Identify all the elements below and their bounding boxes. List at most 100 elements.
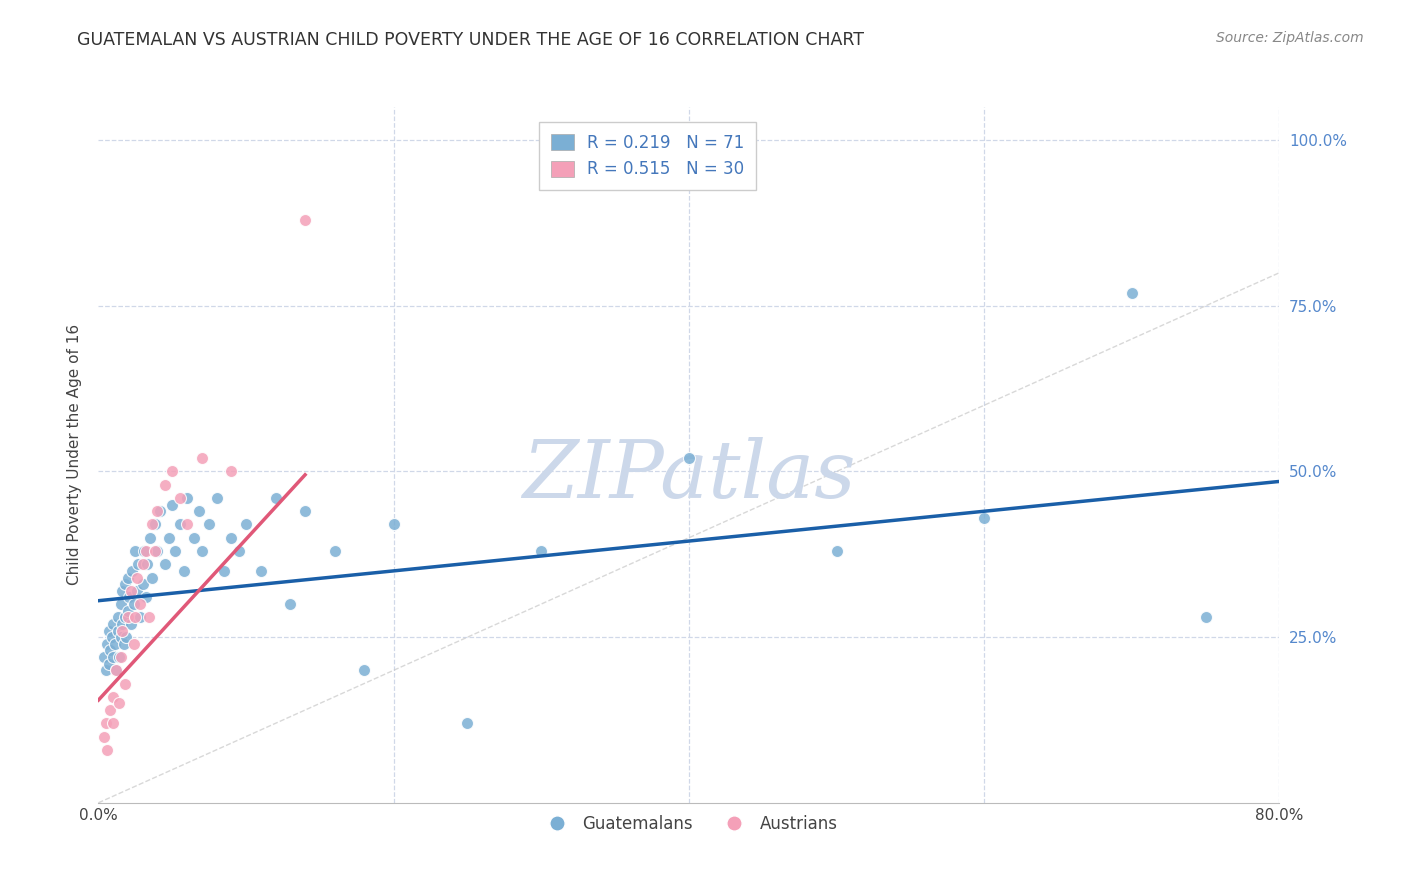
Point (97, 657, 120, 671)
Point (183, 531, 205, 545)
Point (103, 616, 125, 631)
Point (162, 498, 183, 512)
Point (353, 663, 375, 677)
Point (110, 630, 132, 644)
Point (104, 637, 127, 651)
Point (973, 511, 995, 525)
Point (115, 630, 138, 644)
Point (127, 558, 149, 572)
Point (128, 610, 150, 624)
Text: ZIPatlas: ZIPatlas (522, 437, 856, 515)
Point (94, 663, 117, 677)
Point (125, 583, 148, 598)
Point (93, 650, 115, 665)
Point (96, 637, 118, 651)
Point (122, 637, 145, 651)
Point (107, 624, 129, 638)
Point (105, 663, 128, 677)
Point (530, 544, 553, 558)
Point (162, 465, 183, 479)
Point (153, 558, 176, 572)
Point (121, 564, 143, 578)
Point (678, 451, 700, 466)
Point (143, 544, 166, 558)
Point (120, 583, 142, 598)
Point (294, 212, 316, 227)
Point (97, 624, 120, 638)
Point (135, 591, 157, 605)
Point (157, 531, 180, 545)
Point (212, 564, 235, 578)
Point (173, 564, 195, 578)
Point (191, 544, 214, 558)
Point (132, 577, 155, 591)
Point (149, 504, 172, 518)
Point (128, 597, 150, 611)
Point (114, 577, 136, 591)
Point (221, 465, 243, 479)
Point (100, 630, 122, 644)
Point (146, 504, 169, 518)
Point (221, 531, 243, 545)
Point (110, 597, 132, 611)
Point (169, 491, 191, 505)
Text: Source: ZipAtlas.com: Source: ZipAtlas.com (1216, 31, 1364, 45)
Point (108, 697, 131, 711)
Point (117, 604, 139, 618)
Point (103, 716, 125, 731)
Point (124, 610, 146, 624)
Point (176, 491, 198, 505)
Point (122, 597, 145, 611)
Point (141, 570, 163, 584)
Point (139, 531, 162, 545)
Point (103, 650, 125, 665)
Point (176, 517, 198, 532)
Point (117, 610, 139, 624)
Point (135, 544, 157, 558)
Point (105, 663, 128, 677)
Point (235, 517, 257, 532)
Point (382, 517, 405, 532)
Legend: Guatemalans, Austrians: Guatemalans, Austrians (534, 808, 844, 839)
Point (108, 650, 131, 665)
Point (205, 491, 228, 505)
Point (98, 643, 121, 657)
Point (124, 544, 146, 558)
Point (94, 716, 117, 731)
Point (93, 730, 115, 744)
Point (96, 743, 118, 757)
Point (136, 558, 159, 572)
Point (1121, 285, 1143, 300)
Point (457, 716, 479, 731)
Y-axis label: Child Poverty Under the Age of 16: Child Poverty Under the Age of 16 (67, 325, 83, 585)
Point (280, 597, 302, 611)
Point (264, 491, 287, 505)
Point (323, 544, 346, 558)
Point (153, 477, 176, 491)
Point (125, 570, 148, 584)
Point (114, 610, 136, 624)
Point (111, 583, 134, 598)
Point (120, 616, 142, 631)
Point (112, 637, 135, 651)
Point (165, 544, 187, 558)
Text: GUATEMALAN VS AUSTRIAN CHILD POVERTY UNDER THE AGE OF 16 CORRELATION CHART: GUATEMALAN VS AUSTRIAN CHILD POVERTY UND… (77, 31, 865, 49)
Point (107, 610, 129, 624)
Point (250, 564, 273, 578)
Point (114, 676, 136, 690)
Point (98, 703, 121, 717)
Point (228, 544, 250, 558)
Point (118, 591, 141, 605)
Point (138, 610, 160, 624)
Point (132, 558, 155, 572)
Point (110, 650, 132, 665)
Point (111, 624, 134, 638)
Point (187, 504, 209, 518)
Point (143, 517, 166, 532)
Point (294, 504, 316, 518)
Point (134, 544, 156, 558)
Point (169, 517, 191, 532)
Point (825, 544, 848, 558)
Point (103, 690, 125, 704)
Point (1195, 610, 1218, 624)
